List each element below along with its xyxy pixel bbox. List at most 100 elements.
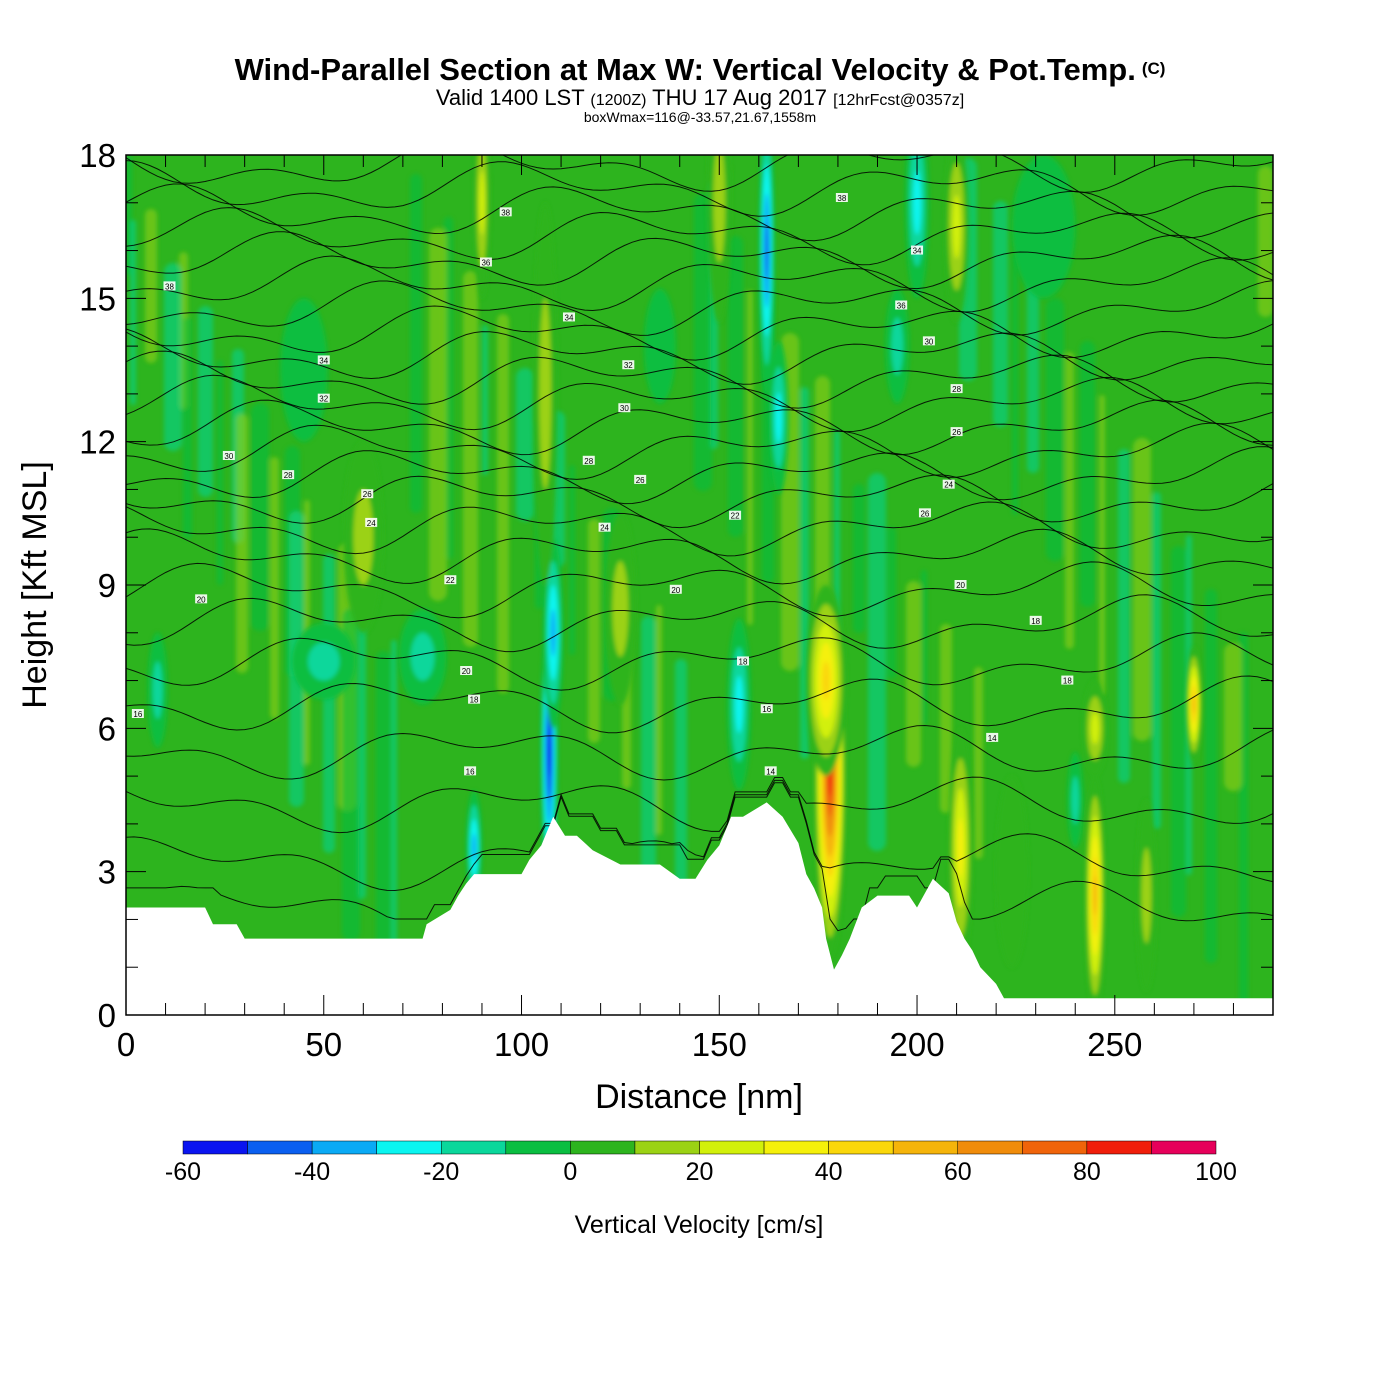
colorbar-swatch [699, 1140, 765, 1155]
contour-label: 38 [835, 193, 848, 203]
streak [1027, 244, 1039, 473]
theta-contour [126, 207, 1273, 266]
chart-subtitle: Valid 1400 LST (1200Z) THU 17 Aug 2017 [… [0, 85, 1400, 111]
streak [410, 174, 422, 513]
w-contour-band [1071, 776, 1080, 824]
contour-label: 16 [131, 709, 144, 719]
streak [993, 201, 1008, 427]
streak [482, 325, 488, 475]
w-contour-band [996, 776, 1028, 968]
streak [1065, 352, 1074, 649]
contour-label: 34 [911, 245, 924, 256]
w-feature [905, 155, 929, 299]
contour-label: 24 [365, 517, 378, 528]
w-contour-band [765, 221, 769, 280]
contour-label-text: 26 [920, 509, 929, 518]
colorbar-swatch [957, 1140, 1023, 1155]
theta-contour [126, 675, 1273, 734]
streak [1224, 643, 1242, 791]
contour-label-bg [918, 508, 931, 518]
w-contour-band [539, 298, 552, 490]
y-tick-label: 15 [79, 280, 116, 317]
w-feature [806, 585, 846, 777]
contour-label-text: 16 [466, 767, 475, 776]
w-feature [1067, 752, 1084, 848]
theta-contour [126, 779, 1273, 892]
colorbar-label: Vertical Velocity [cm/s] [575, 1211, 824, 1239]
contour-label-text: 32 [319, 395, 328, 404]
streak [887, 527, 896, 679]
streak [747, 290, 753, 625]
w-feature [1011, 155, 1076, 299]
theta-contour [126, 782, 1273, 932]
colorbar-tick-label: -40 [294, 1158, 330, 1186]
contour-label: 20 [954, 580, 967, 590]
w-feature [1085, 776, 1105, 1015]
colorbar-swatch [763, 1140, 829, 1155]
contour-label: 28 [582, 455, 595, 466]
x-tick-label: 250 [1087, 1026, 1142, 1063]
streak [921, 570, 927, 725]
w-contour-band [913, 170, 921, 235]
streak [1080, 341, 1095, 607]
colorbar-swatch [634, 1140, 700, 1155]
terrain-mask [126, 802, 1273, 1015]
theta-contour [126, 422, 1273, 480]
contour-label-bg [760, 704, 773, 714]
contour-label: 34 [317, 355, 330, 365]
contour-label: 30 [222, 451, 235, 461]
contour-label: 18 [737, 656, 750, 666]
chart-title: Wind-Parallel Section at Max W: Vertical… [0, 52, 1400, 88]
contour-label-bg [464, 766, 477, 776]
contour-label: 18 [468, 694, 481, 705]
w-contour-band [891, 317, 904, 375]
streak [217, 360, 223, 585]
y-tick-label: 6 [98, 710, 116, 747]
contour-label: 26 [634, 474, 647, 485]
w-contour-band [1093, 875, 1097, 916]
contour-label: 18 [1029, 615, 1042, 626]
x-tick-label: 150 [692, 1026, 747, 1063]
contour-label-text: 38 [501, 208, 510, 217]
contour-label-bg [737, 656, 750, 666]
colorbar-tick-label: 100 [1195, 1158, 1237, 1186]
w-feature [885, 288, 910, 404]
contour-label-text: 22 [446, 576, 455, 585]
w-contour-band [550, 608, 556, 657]
contour-label-bg [163, 281, 176, 291]
contour-label: 36 [479, 257, 492, 268]
streak [342, 608, 360, 941]
w-feature [398, 608, 447, 705]
w-feature [343, 441, 384, 633]
valid-date: THU 17 Aug 2017 [652, 85, 828, 110]
contour-label: 32 [317, 393, 330, 404]
colorbar-swatch [311, 1140, 377, 1155]
streak [198, 306, 213, 497]
contour-label: 32 [622, 360, 635, 370]
contour-label-text: 20 [197, 595, 206, 604]
contour-label-bg [1029, 615, 1042, 625]
x-tick-label: 0 [117, 1026, 135, 1063]
w-feature [768, 341, 789, 495]
chart-title-text: Wind-Parallel Section at Max W: Vertical… [234, 52, 1136, 87]
w-feature [280, 298, 328, 442]
streak [183, 317, 192, 539]
contour-label-text: 34 [565, 313, 574, 322]
theta-contour [126, 374, 1273, 433]
streak [1152, 492, 1161, 829]
streak [728, 236, 743, 537]
streak [853, 484, 865, 633]
contour-label-bg [764, 766, 777, 776]
contour-label-bg [1061, 675, 1074, 685]
colorbar-swatch [892, 1140, 958, 1155]
colorbar-swatch [441, 1140, 507, 1155]
contour-label-bg [942, 479, 955, 489]
valid-time: Valid 1400 LST [435, 85, 585, 110]
contour-label: 36 [895, 300, 908, 311]
streak [497, 314, 509, 693]
colorbar-tick-label: -20 [423, 1158, 459, 1186]
x-axis-label: Distance [nm] [595, 1078, 803, 1116]
streak [251, 403, 269, 631]
contour-label-bg [317, 393, 330, 403]
streak [940, 624, 952, 813]
